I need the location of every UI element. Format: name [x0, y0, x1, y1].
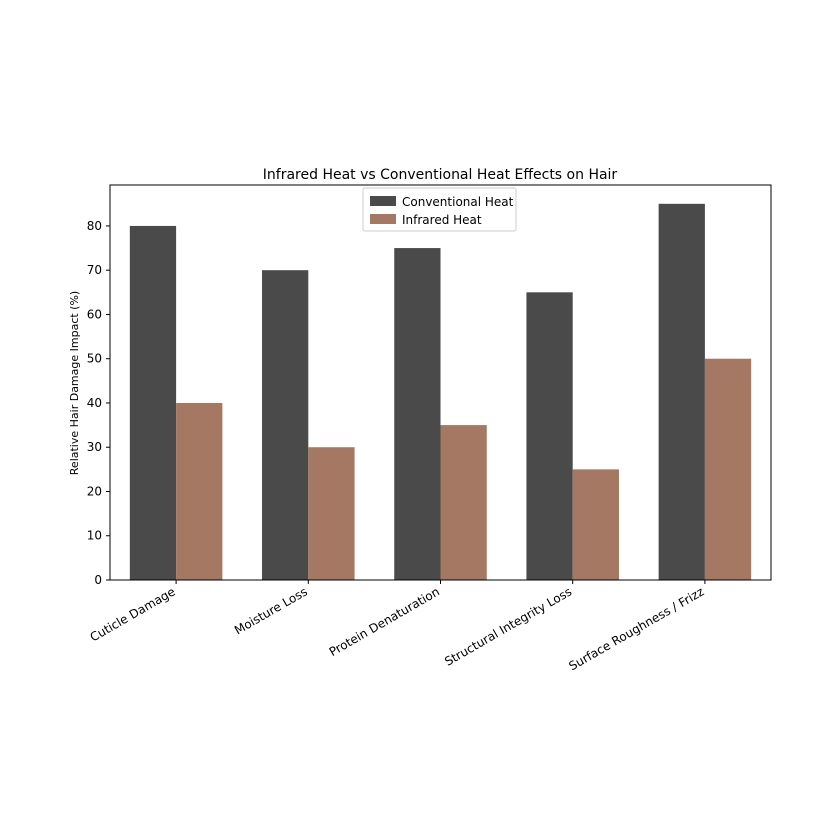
legend-label-conventional: Conventional Heat	[402, 195, 514, 209]
bar-infrared-heat-4	[704, 358, 752, 580]
legend-label-infrared: Infrared Heat	[402, 213, 482, 227]
y-tick-label: 10	[87, 529, 102, 543]
y-tick-label: 40	[87, 396, 102, 410]
legend-swatch-conventional	[370, 196, 396, 206]
x-tick-label: Surface Roughness / Frizz	[566, 584, 706, 673]
bar-conventional-heat-1	[262, 270, 309, 580]
bar-conventional-heat-4	[658, 203, 705, 580]
legend-swatch-infrared	[370, 214, 396, 224]
x-tick-label: Structural Integrity Loss	[442, 584, 574, 668]
chart-title: Infrared Heat vs Conventional Heat Effec…	[263, 167, 618, 183]
x-tick-label: Moisture Loss	[232, 584, 310, 637]
y-tick-label: 30	[87, 440, 102, 454]
bar-conventional-heat-0	[129, 225, 177, 580]
bar-conventional-heat-2	[394, 248, 441, 580]
legend: Conventional Heat Infrared Heat	[362, 187, 517, 232]
y-tick-label: 60	[87, 307, 102, 321]
bar-infrared-heat-1	[308, 447, 355, 580]
bar-conventional-heat-3	[526, 292, 573, 580]
x-tick-label: Cuticle Damage	[88, 584, 178, 644]
y-tick-label: 70	[87, 263, 102, 277]
y-tick-label: 20	[87, 484, 102, 498]
bar-infrared-heat-0	[176, 402, 223, 580]
bars-layer	[129, 203, 752, 580]
y-tick-label: 0	[94, 573, 102, 587]
bar-infrared-heat-3	[572, 469, 619, 580]
y-tick-label: 80	[87, 219, 102, 233]
bar-infrared-heat-2	[440, 425, 487, 580]
y-tick-label: 50	[87, 352, 102, 366]
y-axis-label: Relative Hair Damage Impact (%)	[68, 291, 81, 475]
legend-box	[362, 187, 517, 232]
x-tick-label: Protein Denaturation	[327, 584, 442, 659]
